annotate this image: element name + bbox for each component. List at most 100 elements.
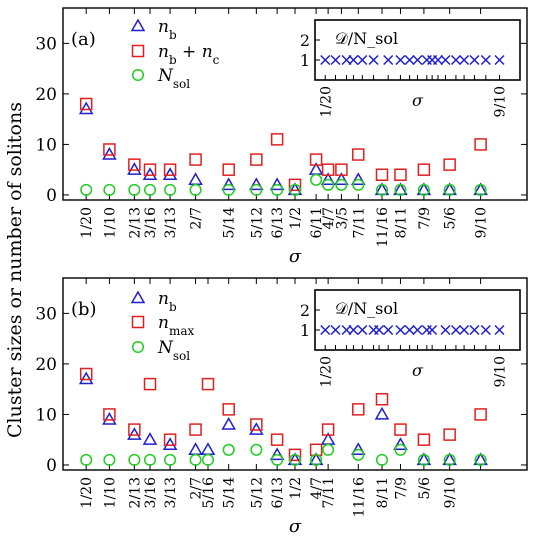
data-point-triangle xyxy=(374,406,390,420)
inset-data-cross xyxy=(395,54,406,66)
data-point-circle xyxy=(103,183,116,196)
data-point-circle xyxy=(310,453,323,466)
data-point-square xyxy=(375,168,389,181)
inset-data-cross xyxy=(440,324,451,336)
x-tick-label: 6/13 xyxy=(270,207,286,238)
inset-y-tick-label: 1 xyxy=(300,51,310,70)
data-point-circle xyxy=(271,453,284,466)
x-tick-label: 2/13 xyxy=(127,207,143,238)
x-tick-label: 5/14 xyxy=(222,477,238,509)
legend-marker xyxy=(131,68,145,82)
data-point-circle xyxy=(250,183,263,196)
data-point-square xyxy=(163,163,177,176)
data-point-triangle xyxy=(102,411,117,425)
inset-x-label: σ xyxy=(412,91,424,110)
inset-data-cross xyxy=(404,324,415,336)
y-tick-label: 10 xyxy=(35,405,57,425)
data-point-square xyxy=(288,178,302,192)
data-point-square xyxy=(270,433,284,446)
x-tick-label: 3/16 xyxy=(143,207,159,239)
data-point-circle xyxy=(128,183,141,196)
inset-data-cross xyxy=(357,324,368,336)
y-tick-label: 30 xyxy=(35,304,57,324)
y-tick-label: 0 xyxy=(46,456,57,476)
x-tick-label: 1/20 xyxy=(79,207,95,238)
data-point-circle xyxy=(352,178,365,191)
inset-data-cross xyxy=(395,324,406,336)
inset-data-cross xyxy=(330,324,341,336)
legend-marker xyxy=(131,315,145,329)
data-point-square xyxy=(189,423,202,436)
inset-y-tick-label: 2 xyxy=(300,31,310,50)
y-tick-label: 30 xyxy=(35,34,57,54)
data-point-circle xyxy=(189,183,202,196)
data-point-triangle xyxy=(162,437,178,450)
legend-marker xyxy=(131,44,145,58)
x-tick-label: 6/11 xyxy=(309,207,325,238)
legend-label: nmax xyxy=(158,313,194,338)
data-point-circle xyxy=(222,183,235,196)
data-point-square xyxy=(309,153,323,166)
data-point-circle xyxy=(164,453,177,466)
data-point-circle xyxy=(189,453,202,466)
inset-data-cross xyxy=(459,54,470,66)
x-tick-label: 1/2 xyxy=(288,207,304,230)
data-point-circle xyxy=(128,453,141,466)
data-point-circle xyxy=(250,443,263,456)
data-point-circle xyxy=(271,183,284,196)
data-point-triangle xyxy=(102,147,117,160)
data-point-square xyxy=(201,377,215,391)
data-point-triangle xyxy=(442,182,457,196)
x-tick-label: 3/13 xyxy=(163,477,179,508)
data-point-circle xyxy=(375,453,389,466)
data-point-circle xyxy=(394,183,407,196)
data-point-circle xyxy=(322,443,335,456)
data-point-square xyxy=(250,418,263,431)
data-point-square xyxy=(321,163,335,176)
data-point-triangle xyxy=(269,447,285,461)
data-point-square xyxy=(417,433,431,446)
data-point-square xyxy=(335,163,348,176)
data-point-triangle xyxy=(473,182,488,196)
x-tick-label: 1/10 xyxy=(102,207,118,238)
data-point-circle xyxy=(80,453,93,466)
inset-data-cross xyxy=(383,324,394,336)
x-tick-label: 9/10 xyxy=(474,207,490,238)
inset-data-cross xyxy=(427,324,438,336)
x-tick-label: 5/12 xyxy=(249,477,265,508)
y-tick-label: 20 xyxy=(35,355,57,375)
panel-label: (a) xyxy=(71,29,96,50)
data-point-square xyxy=(222,403,235,416)
inset-data-cross xyxy=(440,54,451,66)
data-point-triangle xyxy=(127,162,142,175)
data-point-triangle xyxy=(308,452,324,466)
inset-data-cross xyxy=(494,324,505,336)
x-tick-label: 7/9 xyxy=(393,477,409,500)
data-point-square xyxy=(443,428,456,441)
y-tick-label: 20 xyxy=(35,85,57,105)
data-point-circle xyxy=(352,448,365,461)
inset-data-cross xyxy=(374,324,385,336)
inset-data-cross xyxy=(320,324,331,336)
inset-data-cross xyxy=(383,54,394,66)
data-point-square xyxy=(474,138,487,151)
x-tick-label: 1/10 xyxy=(102,477,118,508)
data-point-triangle xyxy=(442,452,457,466)
x-tick-label: 5/6 xyxy=(417,477,433,500)
data-point-circle xyxy=(80,183,93,196)
x-tick-label: 6/13 xyxy=(270,477,286,508)
data-point-circle xyxy=(103,453,116,466)
inset-data-cross xyxy=(320,54,331,66)
x-tick-label: 7/9 xyxy=(417,207,433,230)
data-point-square xyxy=(103,143,116,156)
x-tick-label: 3/5 xyxy=(334,207,350,230)
x-tick-label: 2/7 xyxy=(189,207,205,230)
data-point-square xyxy=(321,423,335,436)
data-point-square xyxy=(250,153,263,166)
legend-label: nb xyxy=(158,289,177,314)
panel-label: (b) xyxy=(71,299,97,320)
data-point-square xyxy=(394,168,407,181)
inset-data-cross xyxy=(450,324,461,336)
data-point-circle xyxy=(474,183,487,196)
